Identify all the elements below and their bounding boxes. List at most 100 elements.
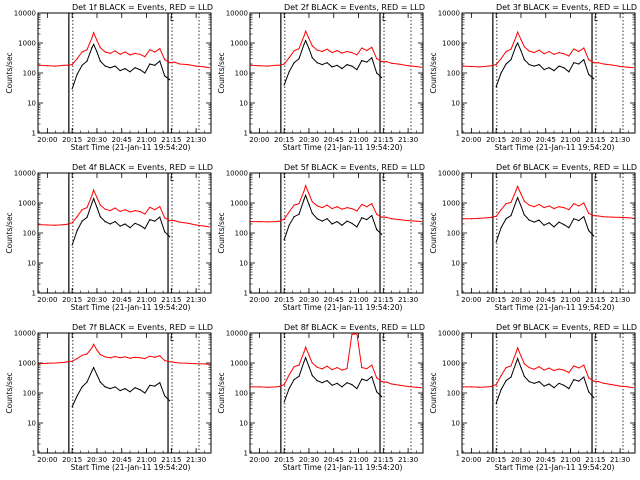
data-point-lld: [533, 52, 535, 54]
data-point-lld: [195, 363, 197, 365]
y-tick-label: 1: [244, 290, 248, 298]
data-point-events: [91, 370, 93, 372]
data-point-events: [578, 220, 580, 222]
data-point-lld: [563, 369, 565, 371]
data-point-events: [311, 375, 313, 377]
data-point-lld: [169, 220, 171, 222]
data-point-events: [517, 42, 519, 44]
panel-det-1: Det 1f BLACK = Events, RED = LLD 1 10 100 10…: [5, 3, 213, 152]
data-point-lld: [548, 50, 550, 53]
data-point-events: [573, 379, 575, 381]
data-point-lld: [517, 185, 519, 187]
data-point-lld: [611, 216, 613, 218]
x-tick-label: 20:45: [112, 296, 132, 304]
data-point-events: [533, 65, 535, 67]
data-point-events: [538, 64, 540, 66]
data-point-lld: [326, 204, 328, 206]
data-point-lld: [627, 66, 630, 68]
data-point-events: [543, 69, 545, 71]
data-point-events: [510, 215, 512, 217]
data-point-lld: [603, 382, 605, 384]
y-axis-label: Counts/sec: [217, 372, 226, 413]
data-point-events: [515, 362, 517, 364]
data-point-events: [578, 63, 580, 65]
data-point-events: [346, 64, 348, 66]
data-point-events: [316, 218, 318, 220]
data-point-events: [311, 57, 313, 59]
series-line-events: [71, 43, 171, 89]
data-point-events: [356, 69, 358, 71]
data-point-events: [366, 380, 368, 382]
data-point-lld: [93, 189, 95, 191]
x-tick-label: 20:45: [112, 136, 132, 144]
data-point-lld: [356, 54, 358, 56]
x-axis-label: Start Time (21-Jan-11 19:54:20): [283, 143, 403, 152]
data-point-lld: [164, 59, 166, 61]
time-marker-label: L: [382, 335, 386, 343]
data-point-lld: [99, 204, 101, 206]
data-point-events: [563, 384, 565, 386]
x-tick-label: 21:15: [585, 136, 605, 144]
data-point-lld: [558, 206, 560, 208]
data-point-lld: [627, 217, 630, 219]
y-axis-label: Counts/sec: [5, 372, 14, 413]
data-point-events: [76, 395, 78, 397]
data-point-events: [99, 381, 101, 383]
data-point-lld: [187, 362, 189, 364]
data-point-lld: [528, 50, 530, 52]
time-marker-label: L: [170, 15, 174, 23]
data-point-events: [351, 384, 353, 386]
data-point-lld: [81, 209, 83, 211]
data-point-lld: [351, 208, 353, 210]
data-point-events: [293, 62, 295, 64]
data-point-events: [583, 59, 585, 61]
data-point-lld: [91, 194, 93, 196]
data-point-lld: [187, 64, 189, 66]
y-tick-label: 10000: [438, 10, 460, 18]
data-point-events: [119, 70, 121, 72]
data-point-lld: [154, 51, 156, 53]
series-line-events: [283, 193, 383, 240]
x-tick-label: 20:45: [536, 136, 556, 144]
x-tick-label: 20:30: [87, 296, 107, 304]
data-point-events: [114, 386, 116, 388]
panel-det-3: Det 3f BLACK = Events, RED = LLD 1 10 100 10…: [429, 3, 637, 152]
x-tick-label: 21:00: [560, 456, 580, 464]
data-point-events: [588, 73, 590, 75]
data-point-lld: [490, 216, 492, 218]
panel-title: Det 9f BLACK = Events, RED = LLD: [496, 323, 637, 332]
x-tick-label: 21:15: [585, 456, 605, 464]
data-point-events: [86, 381, 88, 383]
y-tick-label: 10000: [226, 170, 248, 178]
x-tick-label: 20:30: [299, 296, 319, 304]
data-point-events: [558, 65, 560, 67]
plot-frame: [37, 172, 212, 294]
data-point-lld: [558, 368, 560, 370]
data-point-lld: [139, 210, 141, 213]
plot-frame: [249, 12, 424, 134]
data-point-lld: [517, 31, 519, 33]
data-point-lld: [578, 50, 580, 53]
data-point-events: [99, 216, 101, 218]
data-point-lld: [619, 65, 621, 68]
data-point-events: [361, 60, 363, 62]
data-point-lld: [371, 364, 373, 366]
data-point-lld: [331, 369, 333, 371]
data-point-events: [500, 72, 502, 74]
data-point-lld: [520, 193, 522, 195]
x-tick-label: 20:15: [62, 456, 82, 464]
data-point-lld: [619, 385, 621, 387]
data-point-events: [341, 224, 343, 226]
x-tick-label: 21:00: [348, 456, 368, 464]
data-point-lld: [543, 53, 545, 55]
x-tick-label: 20:30: [87, 456, 107, 464]
data-point-events: [346, 382, 348, 384]
y-tick-label: 10000: [226, 10, 248, 18]
data-point-lld: [351, 333, 353, 335]
data-point-lld: [533, 368, 535, 370]
data-point-events: [568, 388, 570, 390]
data-point-lld: [341, 208, 343, 210]
data-point-lld: [303, 190, 305, 192]
data-point-lld: [366, 206, 368, 208]
data-point-lld: [415, 386, 417, 388]
